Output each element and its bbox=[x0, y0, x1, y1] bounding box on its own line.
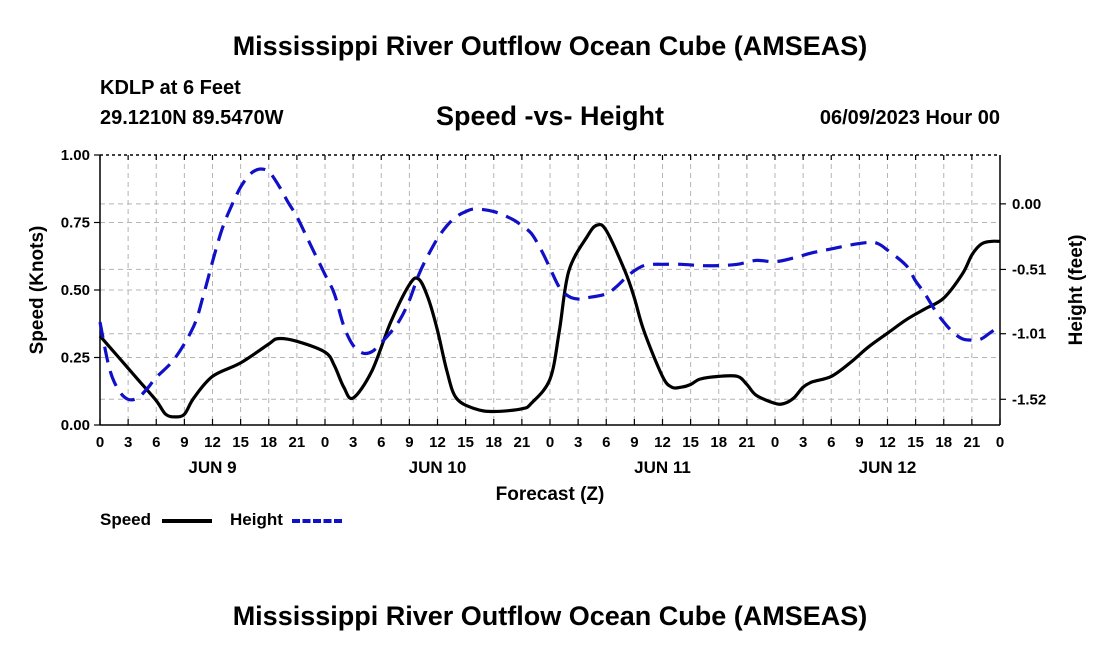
x-tick-label: 12 bbox=[654, 434, 671, 451]
main-title: Mississippi River Outflow Ocean Cube (AM… bbox=[232, 31, 868, 61]
legend-speed-label: Speed bbox=[100, 510, 152, 529]
x-tick-label: 18 bbox=[260, 434, 277, 451]
y-tick-label: 0.50 bbox=[61, 282, 90, 299]
x-tick-label: 15 bbox=[907, 434, 924, 451]
height-series-line bbox=[98, 167, 1001, 402]
x-tick-label: 3 bbox=[124, 434, 132, 451]
y2-axis-title: Height (feet) bbox=[1066, 235, 1087, 346]
y-tick-label: 1.00 bbox=[61, 147, 90, 164]
x-tick-label: 3 bbox=[574, 434, 582, 451]
y-tick-label: 0.25 bbox=[61, 350, 90, 367]
x-tick-label: 21 bbox=[289, 434, 306, 451]
chart-subtitle: Speed -vs- Height bbox=[435, 101, 665, 131]
x-day-label: JUN 11 bbox=[634, 458, 691, 477]
x-tick-label: 12 bbox=[429, 434, 446, 451]
legend-height-label: Height bbox=[230, 510, 283, 529]
x-tick-label: 0 bbox=[771, 434, 779, 451]
x-tick-label: 6 bbox=[377, 434, 385, 451]
x-tick-label: 15 bbox=[682, 434, 699, 451]
y2-tick-label: -1.52 bbox=[1012, 391, 1046, 408]
legend-height-swatch bbox=[292, 519, 342, 523]
x-tick-label: 15 bbox=[232, 434, 249, 451]
x-tick-label: 3 bbox=[349, 434, 357, 451]
y-axis-title: Speed (Knots) bbox=[27, 226, 48, 355]
y2-tick-label: -1.01 bbox=[1012, 326, 1046, 343]
footer-title: Mississippi River Outflow Ocean Cube (AM… bbox=[232, 601, 868, 631]
y2-tick-label: -0.51 bbox=[1012, 261, 1046, 278]
x-day-label: JUN 10 bbox=[409, 458, 467, 477]
station-label: KDLP at 6 Feet bbox=[100, 77, 241, 99]
speed-series-line bbox=[98, 222, 1001, 419]
x-tick-label: 9 bbox=[855, 434, 863, 451]
x-tick-label: 3 bbox=[799, 434, 807, 451]
x-tick-label: 6 bbox=[827, 434, 835, 451]
x-tick-label: 18 bbox=[485, 434, 502, 451]
x-tick-label: 21 bbox=[964, 434, 981, 451]
x-tick-label: 0 bbox=[996, 434, 1004, 451]
y2-tick-label: 0.00 bbox=[1012, 196, 1041, 213]
x-tick-label: 6 bbox=[152, 434, 160, 451]
x-tick-label: 21 bbox=[739, 434, 756, 451]
x-tick-label: 18 bbox=[710, 434, 727, 451]
x-tick-label: 21 bbox=[514, 434, 531, 451]
legend-speed-swatch bbox=[162, 519, 212, 523]
x-tick-label: 0 bbox=[96, 434, 104, 451]
x-tick-label: 18 bbox=[935, 434, 952, 451]
y-tick-label: 0.00 bbox=[61, 417, 90, 434]
x-tick-label: 9 bbox=[630, 434, 638, 451]
x-axis-title: Forecast (Z) bbox=[496, 484, 605, 505]
x-tick-label: 15 bbox=[457, 434, 474, 451]
x-day-label: JUN 12 bbox=[859, 458, 917, 477]
x-tick-label: 12 bbox=[879, 434, 896, 451]
x-day-label: JUN 9 bbox=[188, 458, 236, 477]
x-tick-label: 9 bbox=[405, 434, 413, 451]
y-tick-label: 0.75 bbox=[61, 215, 90, 232]
forecast-datetime: 06/09/2023 Hour 00 bbox=[819, 107, 1000, 129]
station-coords: 29.1210N 89.5470W bbox=[100, 107, 284, 129]
x-tick-label: 9 bbox=[180, 434, 188, 451]
x-tick-label: 12 bbox=[204, 434, 221, 451]
x-tick-label: 0 bbox=[546, 434, 554, 451]
x-tick-label: 6 bbox=[602, 434, 610, 451]
x-tick-label: 0 bbox=[321, 434, 329, 451]
